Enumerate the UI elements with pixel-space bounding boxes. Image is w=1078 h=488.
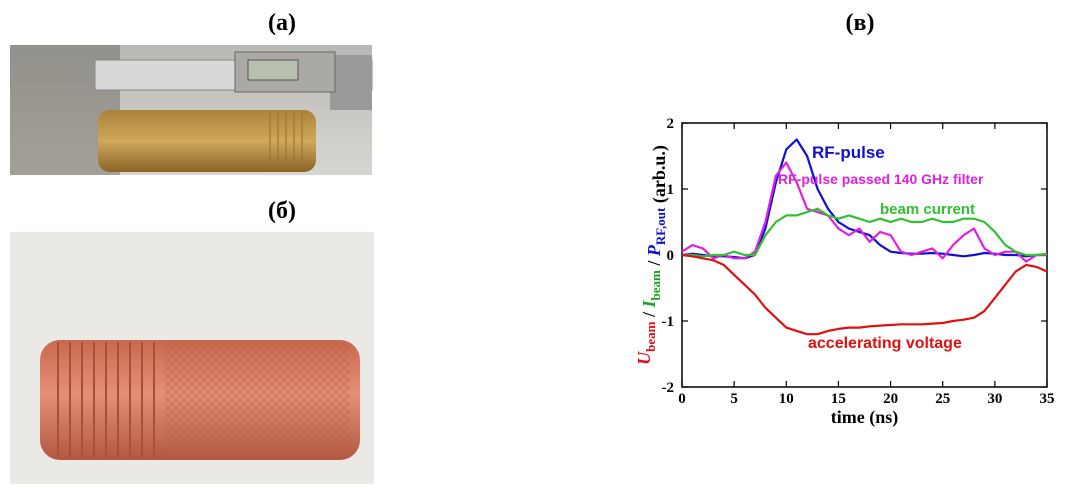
y-axis-label-part: U	[634, 351, 654, 365]
x-tick-label: 25	[935, 391, 950, 407]
figure: (а) (б) (в) 05101520253035-2-1012time (n…	[0, 0, 1078, 488]
panel-label: (в)	[846, 10, 875, 36]
series-line	[682, 255, 1047, 334]
x-axis-label: time (ns)	[831, 407, 898, 428]
y-axis-label: Ubeam / Ibeam / PRF,out (arb.u.)	[634, 145, 670, 365]
x-tick-label: 5	[730, 391, 738, 407]
y-axis-label-part: /	[639, 307, 659, 321]
y-tick-label: -1	[662, 314, 675, 330]
y-axis-label-sub: beam	[643, 321, 658, 352]
x-tick-label: 10	[779, 391, 794, 407]
x-tick-label: 0	[678, 391, 686, 407]
photo-tube	[10, 232, 374, 484]
y-tick-label: 0	[667, 248, 675, 264]
y-axis-label-sub: beam	[648, 270, 663, 301]
x-tick-label: 35	[1040, 391, 1055, 407]
y-tick-label: 2	[667, 116, 675, 132]
y-axis-label-sub: RF,out	[653, 207, 668, 245]
series-label: RF-pulse	[812, 143, 885, 162]
y-tick-label: -2	[662, 380, 675, 396]
panel-label: (б)	[268, 198, 296, 224]
series-label: beam current	[880, 201, 975, 218]
series-label: RF-pulse passed 140 GHz filter	[778, 171, 984, 187]
photo-caliper	[10, 45, 372, 175]
x-tick-label: 30	[987, 391, 1002, 407]
x-tick-label: 20	[883, 391, 898, 407]
y-axis-label-part: /	[644, 256, 664, 270]
series-label: accelerating voltage	[808, 335, 962, 352]
panel-label: (а)	[268, 10, 296, 36]
x-tick-label: 15	[831, 391, 846, 407]
y-axis-label-part: (arb.u.)	[649, 145, 670, 208]
